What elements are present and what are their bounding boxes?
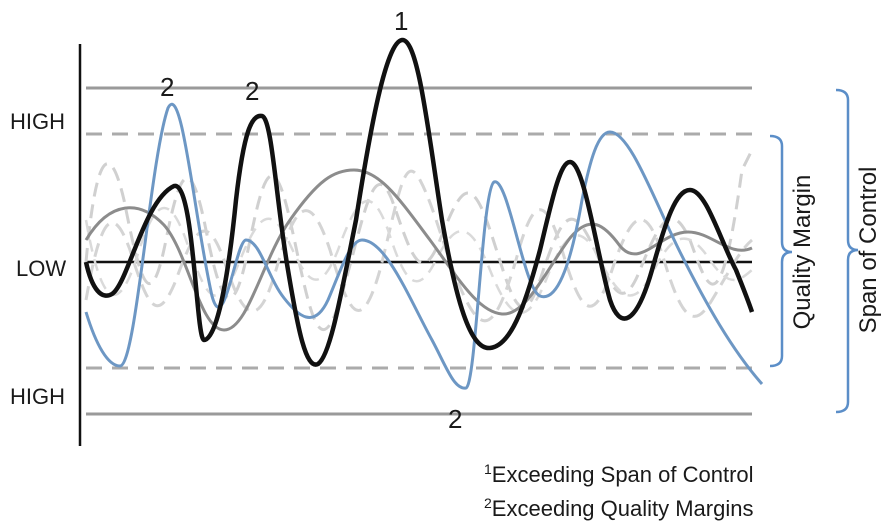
span-of-control-label: Span of Control [855,167,881,334]
primary-process-curve [83,37,755,367]
light-dashed-curve-b [84,169,753,323]
span-of-control-bracket [835,88,859,414]
axis-label-high-bottom: HIGH [10,384,65,409]
marker-span-exceed: 1 [394,6,408,36]
quality-margin-label: Quality Margin [789,175,816,330]
marker-margin-exceed-c: 2 [448,404,462,434]
quality-margin-bracket [769,134,793,368]
footnote-span-of-control: 1Exceeding Span of Control [484,461,754,487]
blue-process-curve [84,103,764,390]
marker-margin-exceed-a: 2 [160,72,174,102]
marker-margin-exceed-b: 2 [245,76,259,106]
footnote-quality-margins: 2Exceeding Quality Margins [484,495,753,521]
axis-label-high-top: HIGH [10,109,65,134]
light-dashed-curve-a [84,149,754,331]
axis-label-low: LOW [16,256,66,281]
gray-process-curve [84,168,753,332]
light-dashed-curve-c [84,199,753,314]
